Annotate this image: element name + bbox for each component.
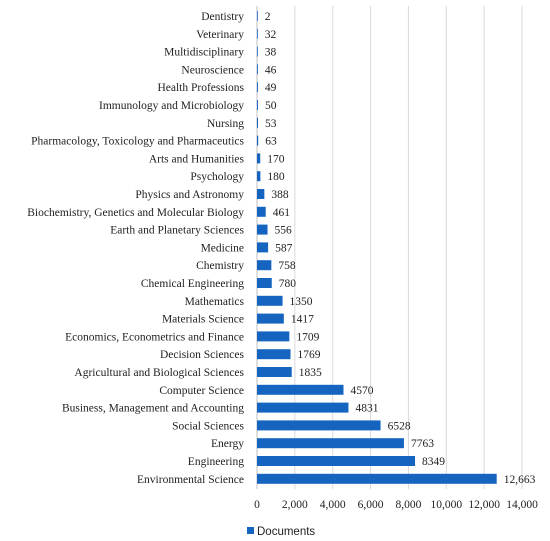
- bar: [257, 367, 292, 377]
- data-label: 587: [275, 242, 293, 254]
- bar: [257, 46, 258, 57]
- data-label: 780: [279, 278, 297, 290]
- bar: [257, 171, 261, 182]
- bar: [257, 456, 416, 466]
- data-label: 388: [271, 189, 289, 201]
- bar: [257, 313, 284, 324]
- category-label: Physics and Astronomy: [135, 189, 244, 201]
- category-label: Social Sciences: [172, 420, 244, 432]
- data-label: 32: [265, 29, 277, 41]
- category-label: Business, Management and Accounting: [62, 403, 244, 415]
- data-label: 6528: [388, 420, 411, 432]
- bar: [257, 189, 265, 199]
- category-label: Pharmacology, Toxicology and Pharmaceuti…: [31, 136, 244, 148]
- category-label: Decision Sciences: [160, 349, 245, 361]
- bar: [257, 473, 497, 484]
- bar: [257, 331, 290, 342]
- data-label: 461: [273, 207, 291, 219]
- bar: [257, 438, 404, 449]
- category-label: Nursing: [207, 118, 244, 130]
- data-label: 2: [265, 11, 271, 23]
- data-label: 556: [275, 225, 293, 237]
- category-label: Environmental Science: [137, 474, 244, 486]
- category-label: Immunology and Microbiology: [99, 100, 244, 112]
- x-tick-label: 6,000: [358, 499, 384, 511]
- data-label: 1709: [296, 331, 319, 343]
- bar: [257, 402, 349, 413]
- category-label: Psychology: [190, 171, 244, 183]
- category-label: Materials Science: [162, 314, 244, 326]
- data-label: 1769: [297, 349, 320, 361]
- category-label: Arts and Humanities: [149, 153, 245, 165]
- category-label: Multidisciplinary: [164, 47, 244, 59]
- data-label: 12,663: [504, 474, 536, 486]
- bar: [257, 28, 258, 39]
- x-tick-label: 2,000: [282, 499, 308, 511]
- category-label: Health Professions: [157, 82, 244, 94]
- data-label: 8349: [422, 456, 445, 468]
- data-label: 7763: [411, 438, 434, 450]
- bar: [257, 420, 381, 431]
- category-labels: Dentistry Veterinary Multidisciplinary Neur…: [27, 11, 244, 486]
- bar: [257, 11, 258, 21]
- data-label: 1417: [291, 314, 314, 326]
- data-label: 63: [265, 136, 277, 148]
- category-label: Agricultural and Biological Sciences: [74, 367, 244, 379]
- data-label: 50: [265, 100, 277, 112]
- legend: Documents: [247, 526, 315, 538]
- value-labels: 2 32 38 46 49 50 53 63 170 180 388 461 556 587 758 780 1…: [265, 11, 536, 486]
- x-tick-label: 8,000: [395, 499, 421, 511]
- bar: [257, 206, 266, 217]
- bar: [257, 278, 272, 288]
- category-label: Chemical Engineering: [141, 278, 244, 290]
- x-axis-tick-labels: 0 2,000 4,000 6,000 8,000 10,000 12,000 14,000: [254, 499, 538, 511]
- x-tick-label: 14,000: [506, 499, 538, 511]
- bar: [257, 242, 269, 253]
- category-label: Chemistry: [196, 260, 244, 272]
- category-label: Veterinary: [196, 29, 244, 41]
- category-label: Medicine: [201, 242, 244, 254]
- bar: [257, 135, 259, 146]
- data-label: 1835: [299, 367, 322, 379]
- category-label: Dentistry: [201, 11, 244, 23]
- category-label: Neuroscience: [181, 64, 244, 76]
- data-label: 38: [265, 47, 277, 59]
- data-label: 53: [265, 118, 277, 130]
- bar: [257, 260, 272, 271]
- category-label: Engineering: [188, 456, 244, 468]
- bars: [257, 11, 497, 484]
- bar: [257, 295, 283, 306]
- bar: [257, 100, 258, 110]
- data-label: 758: [278, 260, 296, 272]
- legend-label: Documents: [257, 526, 315, 538]
- data-label: 4831: [355, 403, 378, 415]
- grid-lines: [256, 6, 523, 489]
- bar: [257, 82, 258, 93]
- x-tick-label: 0: [254, 499, 260, 511]
- x-tick-label: 10,000: [430, 499, 462, 511]
- bar: [257, 349, 291, 360]
- data-label: 170: [267, 153, 285, 165]
- bar: [257, 384, 344, 395]
- data-label: 49: [265, 82, 277, 94]
- bar: [257, 224, 268, 235]
- x-tick-label: 4,000: [320, 499, 346, 511]
- category-label: Earth and Planetary Sciences: [110, 225, 244, 237]
- data-label: 180: [267, 171, 285, 183]
- x-tick-label: 12,000: [468, 499, 500, 511]
- category-label: Computer Science: [159, 385, 244, 397]
- data-label: 1350: [290, 296, 313, 308]
- category-label: Mathematics: [185, 296, 245, 308]
- bar: [257, 117, 259, 128]
- data-label: 46: [265, 64, 277, 76]
- bar: [257, 64, 258, 75]
- legend-swatch: [247, 527, 254, 534]
- category-label: Economics, Econometrics and Finance: [65, 331, 244, 343]
- bar: [257, 153, 261, 164]
- category-label: Biochemistry, Genetics and Molecular Bio…: [27, 207, 244, 219]
- category-label: Energy: [211, 438, 244, 450]
- data-label: 4570: [351, 385, 374, 397]
